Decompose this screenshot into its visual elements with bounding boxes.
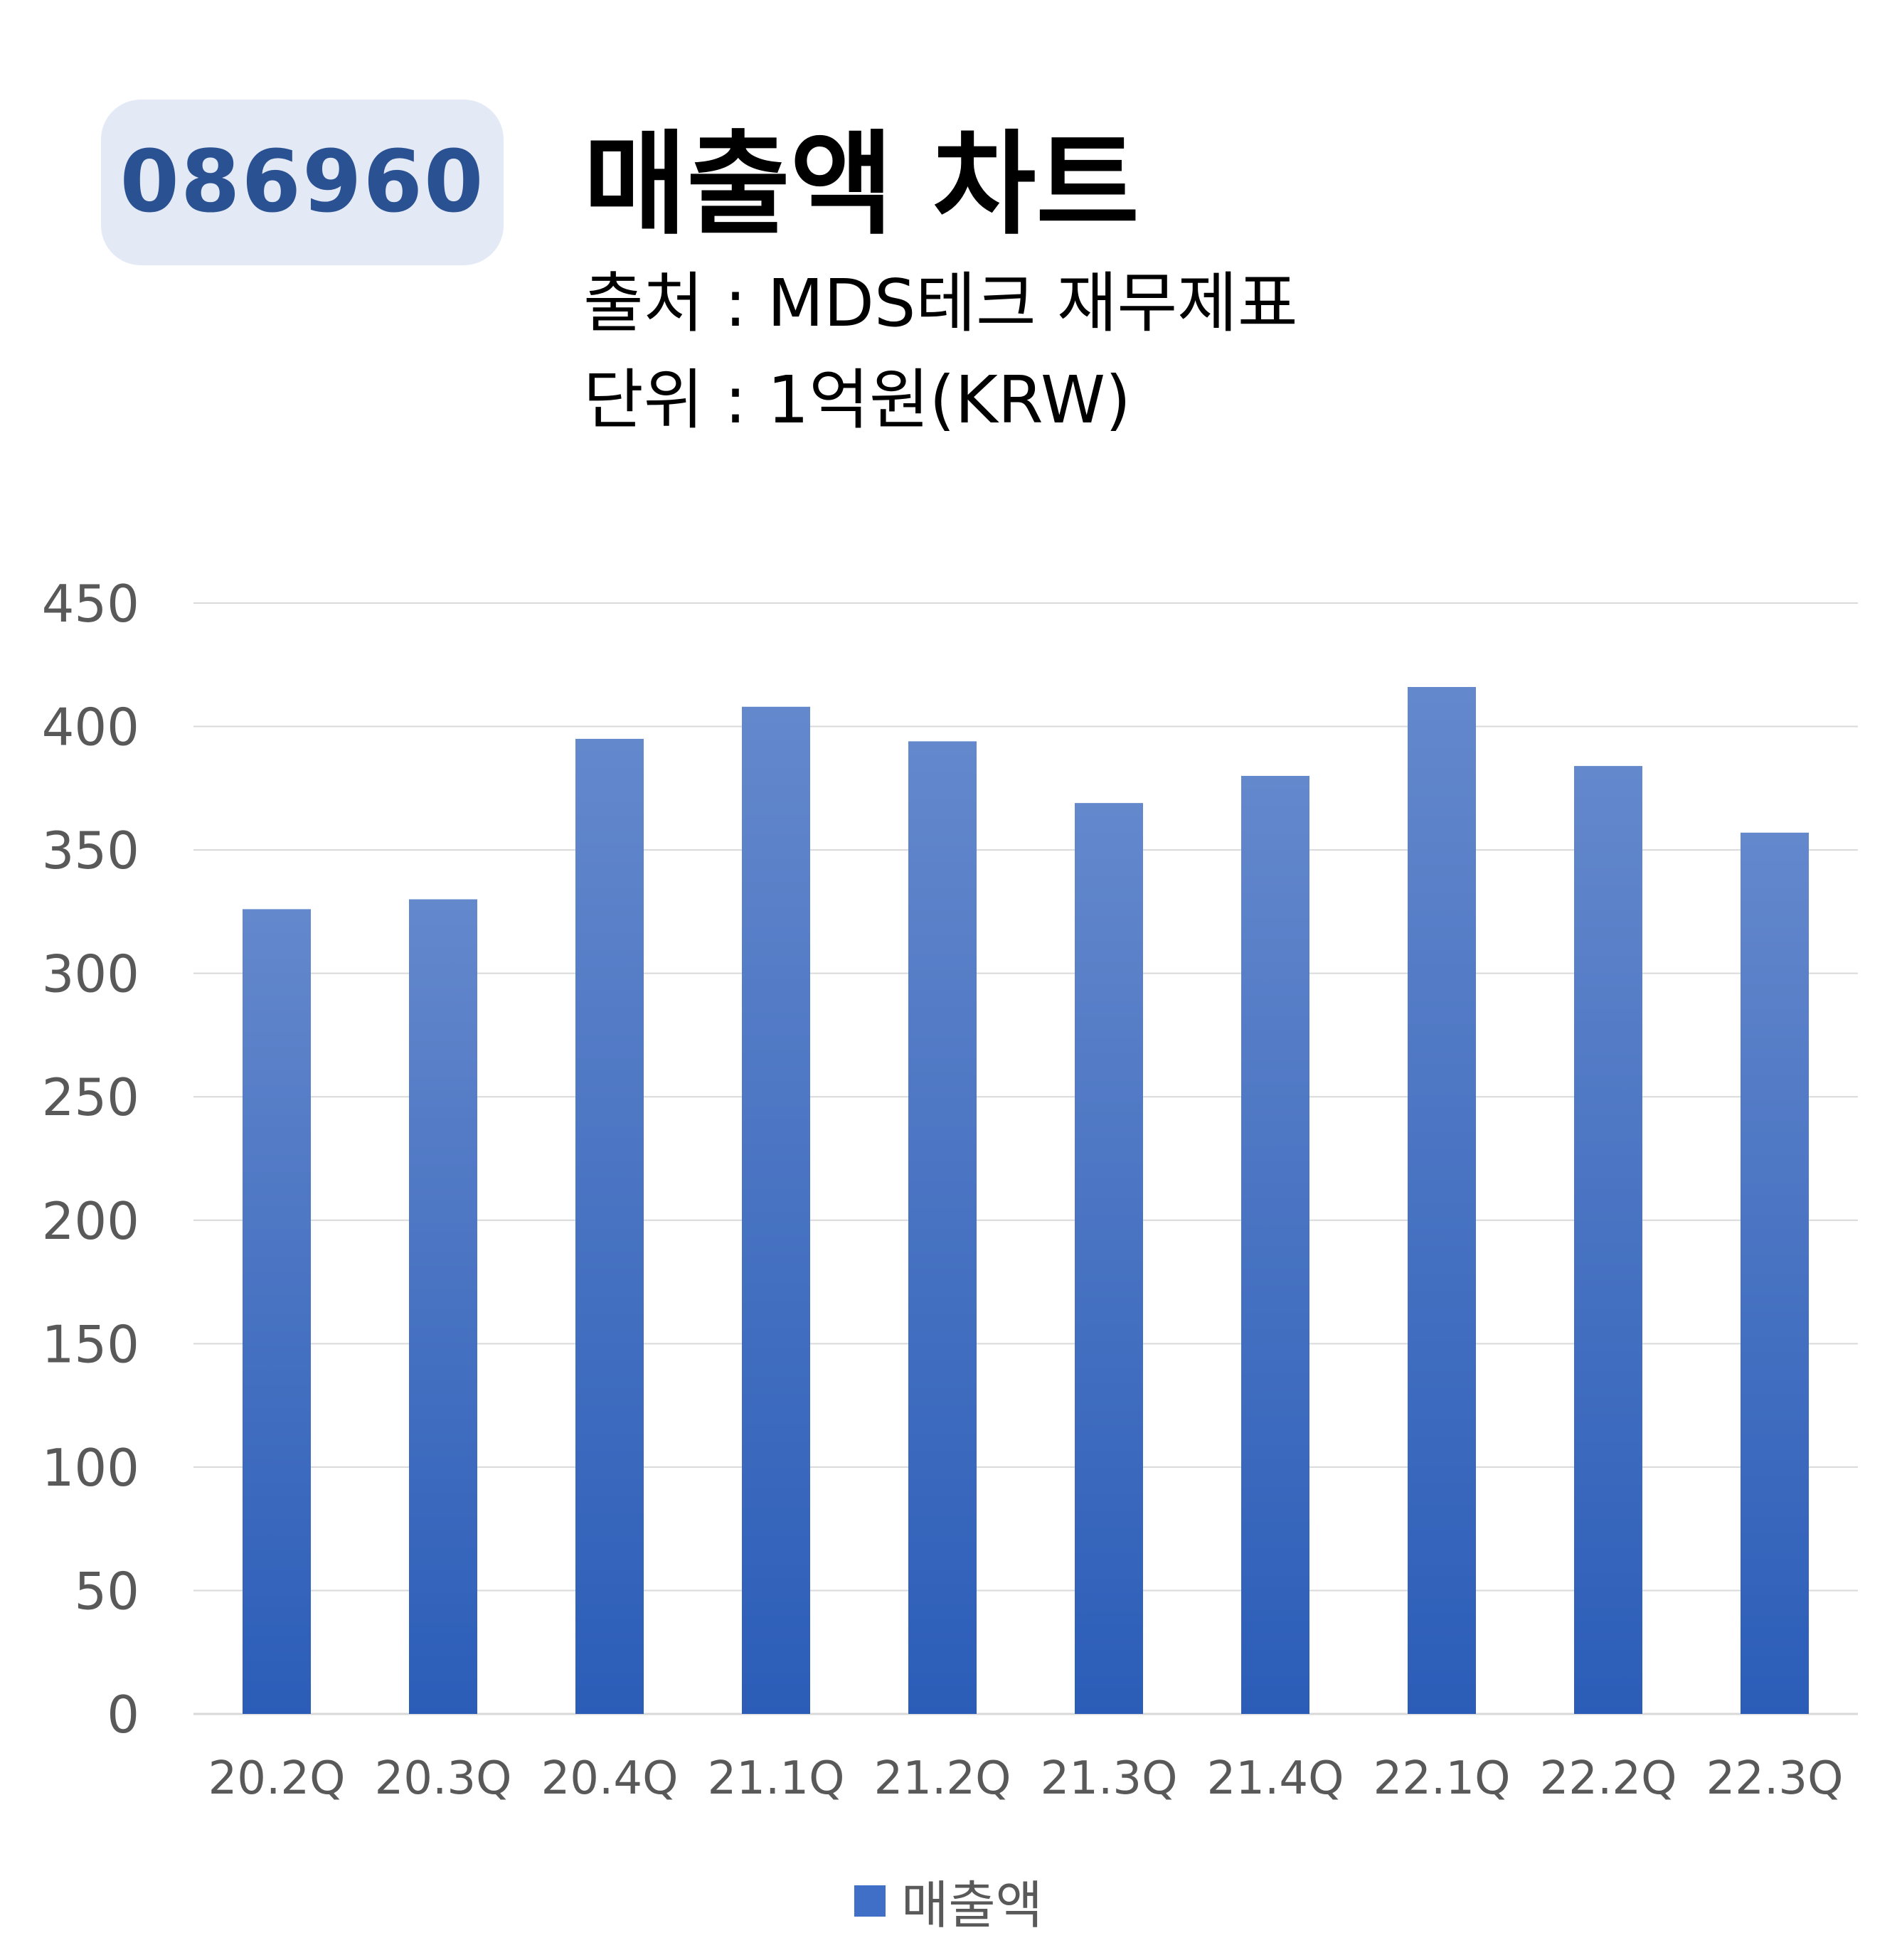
x-tick-label: 22.3Q (1706, 1752, 1844, 1805)
bar-22.3Q (1741, 832, 1809, 1714)
x-tick-label: 20.4Q (541, 1752, 679, 1805)
y-tick-label: 100 (42, 1438, 139, 1498)
x-tick-label: 22.2Q (1540, 1752, 1677, 1805)
y-tick-label: 50 (74, 1561, 139, 1621)
x-tick-label: 22.1Q (1373, 1752, 1511, 1805)
y-tick-label: 300 (42, 944, 139, 1004)
x-tick-label: 20.3Q (375, 1752, 512, 1805)
y-tick-label: 250 (42, 1067, 139, 1127)
legend-swatch (854, 1885, 886, 1917)
y-tick-label: 150 (42, 1314, 139, 1374)
bar-21.2Q (908, 741, 977, 1714)
source-label: 출처 : MDS테크 재무제표 (583, 265, 1298, 341)
x-tick-label: 21.2Q (874, 1752, 1011, 1805)
y-axis-ticks: 0 50 100 150 200 250 300 350 400 450 (42, 574, 139, 1745)
y-tick-label: 200 (42, 1191, 139, 1251)
bar-20.2Q (243, 909, 311, 1714)
bar-21.3Q (1075, 803, 1143, 1714)
x-tick-label: 20.2Q (208, 1752, 346, 1805)
stock-code: 086960 (119, 133, 485, 232)
bar-22.2Q (1574, 766, 1642, 1714)
unit-label: 단위 : 1억원(KRW) (583, 362, 1131, 438)
legend-label: 매출액 (901, 1875, 1043, 1935)
x-axis-ticks: 20.2Q 20.3Q 20.4Q 21.1Q 21.2Q 21.3Q 21.4Q 22.1Q… (208, 1752, 1844, 1805)
y-tick-label: 0 (107, 1685, 139, 1745)
bar-21.4Q (1241, 775, 1309, 1714)
y-tick-label: 450 (42, 574, 139, 634)
y-tick-label: 400 (42, 698, 139, 757)
x-tick-label: 21.4Q (1207, 1752, 1344, 1805)
stock-code-badge: 086960 (101, 100, 504, 265)
legend: 매출액 (0, 1863, 1897, 1938)
bar-21.1Q (742, 706, 810, 1715)
bar-20.4Q (575, 738, 644, 1714)
bars (243, 687, 1809, 1715)
chart-title: 매출액 차트 (583, 119, 1139, 250)
x-tick-label: 21.3Q (1041, 1752, 1178, 1805)
bar-22.1Q (1408, 687, 1476, 1714)
bar-20.3Q (409, 899, 477, 1714)
y-tick-label: 350 (42, 821, 139, 880)
x-tick-label: 21.1Q (708, 1752, 845, 1805)
